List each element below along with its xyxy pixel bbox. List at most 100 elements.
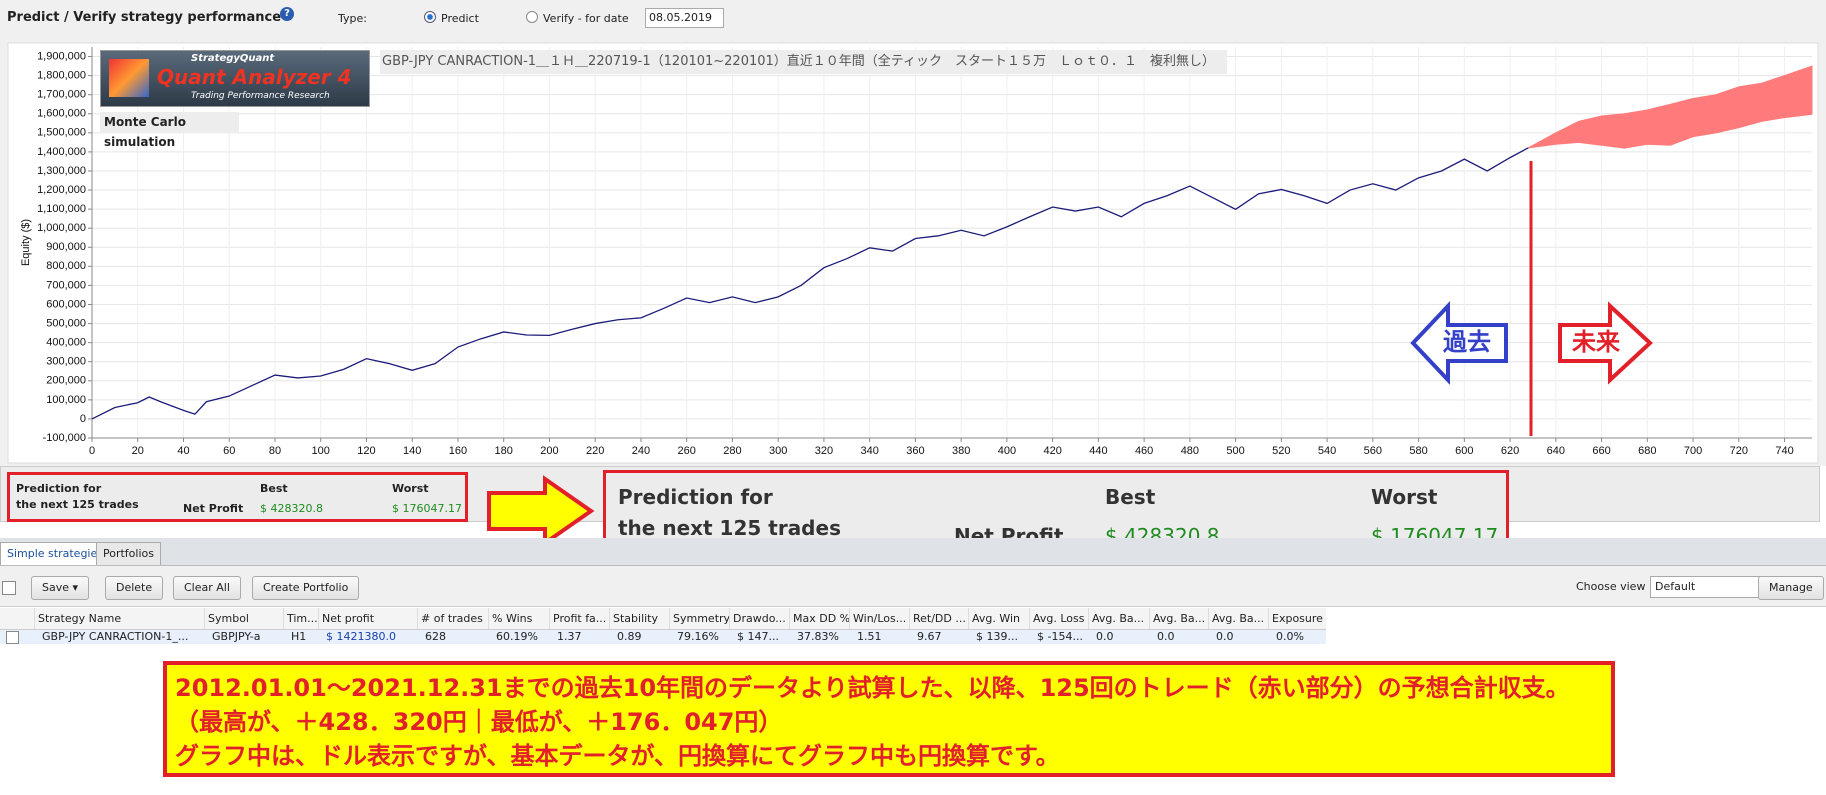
prediction-heading-2: the next 125 trades	[16, 498, 139, 511]
delete-button[interactable]: Delete	[105, 576, 164, 600]
table-cell: $ 1421380.0	[326, 630, 396, 643]
x-tick-label: 20	[132, 445, 144, 457]
best-label: Best	[1105, 485, 1156, 509]
row-checkbox[interactable]	[6, 631, 19, 644]
column-header[interactable]: % Wins	[488, 608, 549, 629]
strategy-toolbar: Save ▾ Delete Clear All Create Portfolio…	[0, 566, 1826, 607]
tab[interactable]: Portfolios	[96, 542, 161, 565]
y-tick-label: 1,500,000	[37, 127, 86, 139]
choose-view-label: Choose view	[1576, 580, 1646, 593]
y-tick-label: 1,000,000	[37, 222, 86, 234]
future-label: 未来	[1572, 328, 1621, 356]
x-tick-label: 120	[357, 445, 375, 457]
x-tick-label: 680	[1638, 445, 1656, 457]
column-header[interactable]: Avg. Win	[968, 608, 1029, 629]
column-header[interactable]: Profit fa...	[549, 608, 609, 629]
column-header[interactable]: Ret/DD ...	[909, 608, 968, 629]
y-tick-label: 1,700,000	[37, 89, 86, 101]
verify-label: Verify - for date	[543, 12, 629, 25]
table-cell: 0.0	[1096, 630, 1114, 643]
annotation-line: グラフ中は、ドル表示ですが、基本データが、円換算にてグラフ中も円換算です。	[175, 742, 1060, 770]
table-cell: GBP-JPY CANRACTION-1_...	[42, 630, 189, 643]
x-tick-label: 100	[312, 445, 330, 457]
view-select[interactable]: Default	[1650, 576, 1780, 598]
x-tick-label: 400	[998, 445, 1016, 457]
tab[interactable]: Simple strategies	[0, 542, 110, 565]
column-header[interactable]: Symmetry	[669, 608, 729, 629]
y-tick-label: 1,800,000	[37, 70, 86, 82]
column-header[interactable]: Exposure	[1268, 608, 1323, 629]
x-tick-label: 360	[906, 445, 924, 457]
table-cell: 0.0	[1157, 630, 1175, 643]
y-tick-label: 0	[80, 413, 86, 425]
x-tick-label: 700	[1684, 445, 1702, 457]
chart: -100,0000100,000200,000300,000400,000500…	[7, 42, 1819, 464]
logo: StrategyQuant Quant Analyzer 4 Trading P…	[100, 50, 370, 107]
logo-icon	[109, 59, 149, 97]
x-tick-label: 340	[860, 445, 878, 457]
x-tick-label: 620	[1501, 445, 1519, 457]
create-portfolio-button[interactable]: Create Portfolio	[252, 576, 360, 600]
x-tick-label: 740	[1775, 445, 1793, 457]
date-field[interactable]: 08.05.2019	[645, 8, 724, 28]
y-tick-label: 1,600,000	[37, 108, 86, 120]
table-row-bg	[0, 630, 1326, 644]
column-header[interactable]: Avg. Ba...	[1088, 608, 1149, 629]
save-button[interactable]: Save ▾	[31, 576, 90, 600]
save-label: Save	[42, 581, 70, 594]
prediction-heading-1: Prediction for	[16, 482, 102, 495]
column-header[interactable]: Avg. Ba...	[1149, 608, 1208, 629]
column-header[interactable]: Net profit	[318, 608, 417, 629]
chart-subtitle: Monte Carlo simulation	[100, 112, 239, 149]
column-header[interactable]: # of trades	[417, 608, 488, 629]
tab-bar: Simple strategies Portfolios	[0, 538, 1826, 566]
best-label: Best	[260, 482, 288, 495]
x-tick-label: 260	[678, 445, 696, 457]
x-tick-label: 580	[1409, 445, 1427, 457]
column-header[interactable]: Strategy Name	[34, 608, 204, 629]
column-header[interactable]: Tim...	[283, 608, 318, 629]
column-header[interactable]: Avg. Ba...	[1208, 608, 1268, 629]
column-header[interactable]: Drawdo...	[729, 608, 789, 629]
prediction-heading-1: Prediction for	[618, 485, 773, 509]
column-header[interactable]: Max DD %	[789, 608, 849, 629]
prediction-small: Prediction for the next 125 trades Best …	[7, 472, 468, 522]
select-all-checkbox[interactable]	[2, 581, 16, 595]
radio-predict[interactable]	[424, 11, 436, 23]
type-label: Type:	[338, 12, 367, 25]
radio-verify[interactable]	[526, 11, 538, 23]
column-header[interactable]: Stability	[609, 608, 669, 629]
y-tick-label: 1,200,000	[37, 184, 86, 196]
prediction-heading-2: the next 125 trades	[618, 516, 841, 540]
yellow-arrow	[487, 475, 595, 547]
x-tick-label: 180	[495, 445, 513, 457]
column-header[interactable]: Win/Los...	[849, 608, 909, 629]
x-tick-label: 220	[586, 445, 604, 457]
table-cell: 9.67	[917, 630, 942, 643]
help-icon[interactable]: ?	[280, 7, 294, 21]
table-cell: 79.16%	[677, 630, 719, 643]
x-tick-label: 500	[1226, 445, 1244, 457]
table-cell: 628	[425, 630, 446, 643]
table-cell: 37.83%	[797, 630, 839, 643]
annotation-line: 2012.01.01～2021.12.31までの過去10年間のデータより試算した…	[175, 674, 1570, 702]
x-tick-label: 200	[540, 445, 558, 457]
x-tick-label: 720	[1730, 445, 1748, 457]
y-tick-label: 1,400,000	[37, 146, 86, 158]
column-header[interactable]: Symbol	[204, 608, 283, 629]
x-tick-label: 560	[1364, 445, 1382, 457]
table-cell: 0.0	[1216, 630, 1234, 643]
table-cell: 0.0%	[1276, 630, 1304, 643]
y-tick-label: 500,000	[46, 317, 86, 329]
annotation-line: （最高が、＋428．320円｜最低が、＋176．047円）	[175, 708, 783, 736]
x-tick-label: 460	[1135, 445, 1153, 457]
manage-button[interactable]: Manage	[1758, 576, 1824, 600]
y-tick-label: -100,000	[43, 432, 86, 444]
past-arrow	[1410, 300, 1508, 386]
clear-all-button[interactable]: Clear All	[173, 576, 241, 600]
x-tick-label: 0	[89, 445, 95, 457]
x-tick-label: 40	[177, 445, 189, 457]
panel-title: Predict / Verify strategy performance	[7, 10, 282, 25]
column-header[interactable]: Avg. Loss	[1029, 608, 1088, 629]
